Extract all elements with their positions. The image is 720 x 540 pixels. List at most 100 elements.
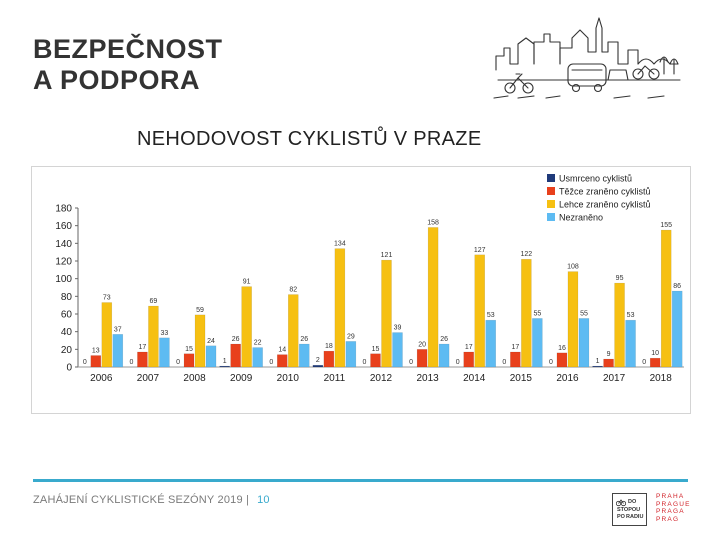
data-label: 127 [474,247,486,254]
data-label: 39 [394,325,402,332]
logo-text-1: DO [628,499,637,505]
bar-těžce-zraněno-cyklistů [556,352,568,368]
page-number: 10 [257,494,270,506]
bar-lehce-zraněno-cyklistů [334,248,346,368]
legend-label: Usmrceno cyklistů [559,174,632,184]
legend-label: Lehce zraněno cyklistů [559,200,651,210]
bar-lehce-zraněno-cyklistů [194,314,206,368]
bar-těžce-zraněno-cyklistů [137,351,148,368]
x-tick-label: 2015 [510,373,533,384]
data-label: 0 [642,359,646,366]
praha-logo-line: PRAGUE [656,500,691,508]
data-label: 22 [254,340,262,347]
data-label: 122 [521,251,533,258]
data-label: 17 [465,344,473,351]
data-label: 0 [129,359,133,366]
accident-bar-chart: 0204060801001201401601800137337200601769… [55,174,684,384]
data-label: 14 [278,347,286,354]
data-label: 0 [549,359,553,366]
bar-lehce-zraněno-cyklistů [614,282,625,368]
bar-těžce-zraněno-cyklistů [603,358,614,368]
data-label: 26 [440,336,448,343]
data-label: 17 [139,344,147,351]
data-label: 18 [325,343,333,350]
data-label: 0 [409,359,413,366]
bar-těžce-zraněno-cyklistů [370,353,381,368]
legend-label: Nezraněno [559,213,603,223]
data-label: 1 [223,358,227,365]
bar-těžce-zraněno-cyklistů [416,349,428,368]
bar-nezraněno [578,318,590,368]
title-line-1: BEZPEČNOST [33,34,223,64]
bar-lehce-zraněno-cyklistů [381,259,392,368]
praha-logo-line: PRAGA [656,508,685,516]
footer: ZAHÁJENÍ CYKLISTICKÉ SEZÓNY 2019 | 10 [33,494,270,506]
slide-title: BEZPEČNOST A PODPORA [33,34,223,96]
data-label: 1 [596,358,600,365]
data-label: 13 [92,348,100,355]
y-tick-label: 140 [55,239,72,250]
data-label: 0 [83,359,87,366]
data-label: 95 [616,275,624,282]
y-tick-label: 60 [61,310,73,321]
data-label: 24 [207,338,215,345]
bar-nezraněno [252,347,263,368]
data-label: 26 [232,336,240,343]
y-tick-label: 120 [55,257,72,268]
x-tick-label: 2017 [603,373,626,384]
bar-těžce-zraněno-cyklistů [463,351,474,368]
title-line-2: A PODPORA [33,65,201,95]
data-label: 10 [651,350,659,357]
data-label: 55 [533,310,541,317]
bar-těžce-zraněno-cyklistů [277,354,288,368]
x-tick-label: 2006 [90,373,113,384]
data-label: 73 [103,295,111,302]
legend-swatch [547,174,555,182]
footer-text: ZAHÁJENÍ CYKLISTICKÉ SEZÓNY 2019 | [33,494,250,506]
data-label: 2 [316,357,320,364]
city-skyline-illustration [493,17,681,99]
bar-nezraněno [438,343,450,368]
data-label: 37 [114,326,122,333]
bar-lehce-zraněno-cyklistů [660,229,672,368]
data-label: 121 [381,252,393,259]
data-label: 59 [196,307,204,314]
x-tick-label: 2018 [650,373,673,384]
x-tick-label: 2013 [416,373,439,384]
bar-nezraněno [625,319,636,368]
bar-těžce-zraněno-cyklistů [183,353,195,368]
data-label: 0 [176,359,180,366]
bar-lehce-zraněno-cyklistů [288,294,299,368]
x-tick-label: 2014 [463,373,486,384]
logo-text-3: PO [617,514,625,520]
data-label: 53 [487,312,495,319]
legend-swatch [547,213,555,221]
bar-usmrceno-cyklistů [592,365,603,368]
data-label: 155 [660,222,672,229]
footer-divider [33,479,688,482]
data-label: 16 [558,345,566,352]
praha-logo-line: PRAHA [656,493,685,500]
bar-nezraněno [205,345,217,368]
do-stopou-po-radiu-logo: DO STOPOU PO RADIU [612,493,647,526]
bar-nezraněno [485,319,496,368]
bar-těžce-zraněno-cyklistů [230,343,241,368]
data-label: 15 [185,346,193,353]
data-label: 91 [243,279,251,286]
bar-nezraněno [671,290,683,368]
x-tick-label: 2011 [324,373,346,384]
bar-lehce-zraněno-cyklistů [148,305,159,368]
bar-těžce-zraněno-cyklistů [649,357,661,368]
data-label: 82 [289,287,297,294]
bar-nezraněno [345,341,357,368]
data-label: 15 [372,346,380,353]
x-tick-label: 2016 [556,373,579,384]
legend-swatch [547,187,555,195]
bar-těžce-zraněno-cyklistů [90,355,102,368]
x-tick-label: 2008 [183,373,206,384]
legend-label: Těžce zraněno cyklistů [559,187,651,197]
y-tick-label: 100 [55,274,72,285]
data-label: 158 [427,219,439,226]
bar-nezraněno [112,334,124,368]
data-label: 69 [150,298,158,305]
